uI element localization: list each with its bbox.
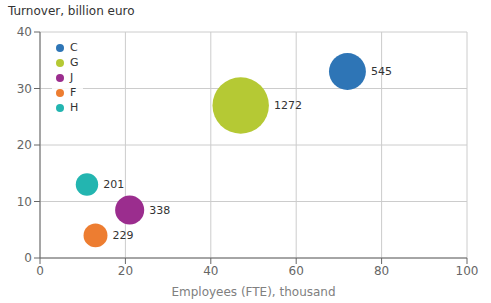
svg-text:10: 10	[17, 195, 32, 209]
svg-text:229: 229	[112, 229, 133, 242]
html-text:H: H	[70, 101, 79, 114]
html-text:C: C	[70, 41, 78, 54]
svg-text:Employees (FTE), thousand: Employees (FTE), thousand	[171, 285, 335, 299]
svg-text:338: 338	[149, 204, 170, 217]
svg-text:100: 100	[456, 264, 479, 278]
html-text:F: F	[70, 86, 77, 99]
svg-text:201: 201	[103, 178, 124, 191]
html-text:Turnover, billion euro: Turnover, billion euro	[8, 4, 135, 18]
html-text:J: J	[70, 71, 74, 84]
html-text:G: G	[70, 56, 79, 69]
svg-text:40: 40	[17, 25, 32, 39]
svg-text:1272: 1272	[274, 99, 302, 112]
svg-text:30: 30	[17, 82, 32, 96]
svg-text:0: 0	[24, 251, 32, 265]
svg-text:80: 80	[374, 264, 389, 278]
svg-text:545: 545	[371, 65, 392, 78]
svg-text:20: 20	[17, 138, 32, 152]
svg-text:20: 20	[118, 264, 133, 278]
svg-text:0: 0	[36, 264, 44, 278]
svg-text:60: 60	[289, 264, 304, 278]
svg-text:40: 40	[203, 264, 218, 278]
